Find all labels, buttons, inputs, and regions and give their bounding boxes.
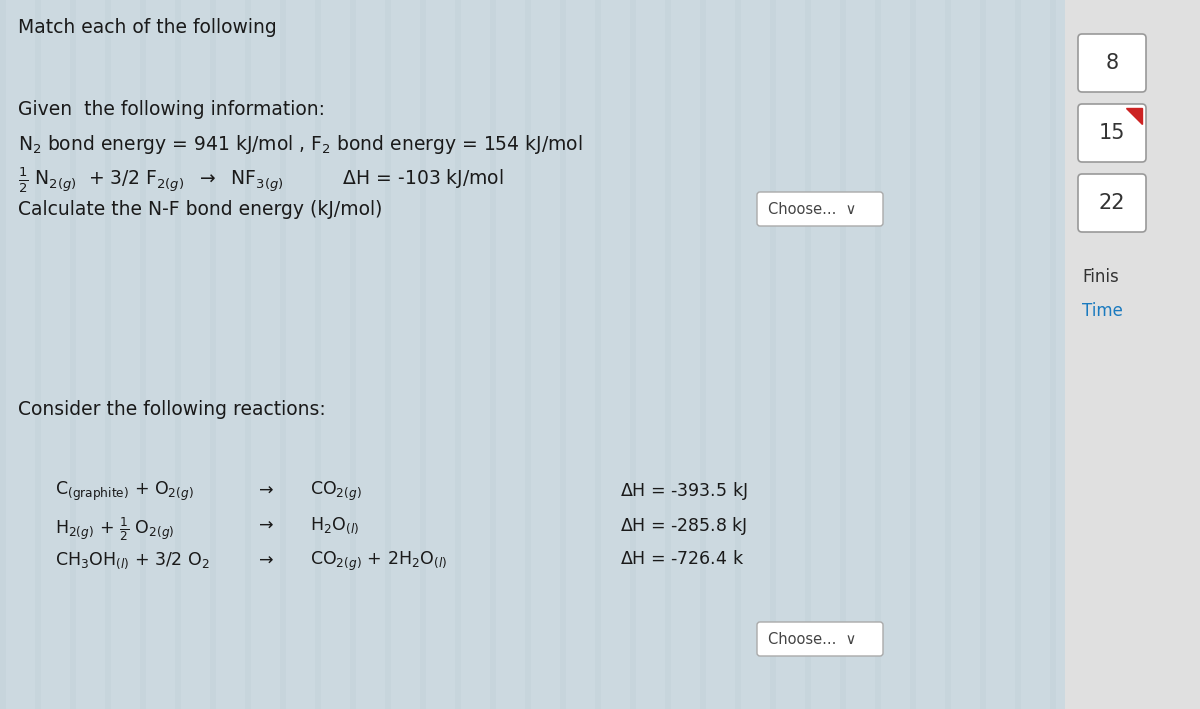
Bar — [770, 0, 776, 709]
Text: $\Delta$H = -285.8 kJ: $\Delta$H = -285.8 kJ — [620, 515, 748, 537]
Text: 15: 15 — [1099, 123, 1126, 143]
Bar — [1050, 0, 1056, 709]
Polygon shape — [1126, 108, 1142, 124]
Text: Match each of the following: Match each of the following — [18, 18, 277, 37]
Text: Finis: Finis — [1082, 268, 1118, 286]
Bar — [805, 0, 811, 709]
Text: $\rightarrow$: $\rightarrow$ — [256, 550, 274, 568]
Text: Given  the following information:: Given the following information: — [18, 100, 325, 119]
Bar — [526, 0, 530, 709]
Bar — [70, 0, 76, 709]
FancyBboxPatch shape — [1066, 0, 1200, 709]
Bar — [350, 0, 356, 709]
Text: C$_{\mathregular{(graphite)}}$ + O$_{2(g)}$: C$_{\mathregular{(graphite)}}$ + O$_{2(g… — [55, 480, 194, 503]
Text: $\rightarrow$: $\rightarrow$ — [256, 480, 274, 498]
Text: $\rightarrow$: $\rightarrow$ — [256, 515, 274, 533]
FancyBboxPatch shape — [1078, 174, 1146, 232]
Text: Choose...  ∨: Choose... ∨ — [768, 201, 857, 216]
FancyBboxPatch shape — [1078, 104, 1146, 162]
Bar — [665, 0, 671, 709]
Bar — [140, 0, 146, 709]
Bar — [280, 0, 286, 709]
Bar — [455, 0, 461, 709]
FancyBboxPatch shape — [1078, 34, 1146, 92]
Text: H$_{2(g)}$ + $\mathregular{\frac{1}{2}}$ O$_{2(g)}$: H$_{2(g)}$ + $\mathregular{\frac{1}{2}}$… — [55, 515, 174, 542]
Bar — [560, 0, 566, 709]
Bar — [946, 0, 952, 709]
Text: Consider the following reactions:: Consider the following reactions: — [18, 400, 325, 419]
FancyBboxPatch shape — [0, 0, 1066, 709]
Text: $\Delta$H = -726.4 k: $\Delta$H = -726.4 k — [620, 550, 744, 568]
Bar — [630, 0, 636, 709]
Text: $\mathregular{\frac{1}{2}}$ N$_{2(g)}$  + 3/2 F$_{2(g)}$  $\rightarrow$  NF$_{3(: $\mathregular{\frac{1}{2}}$ N$_{2(g)}$ +… — [18, 166, 504, 196]
Text: Choose...  ∨: Choose... ∨ — [768, 632, 857, 647]
FancyBboxPatch shape — [757, 622, 883, 656]
Text: N$_2$ bond energy = 941 kJ/mol , F$_2$ bond energy = 154 kJ/mol: N$_2$ bond energy = 941 kJ/mol , F$_2$ b… — [18, 133, 582, 156]
Bar — [840, 0, 846, 709]
Text: $\Delta$H = -393.5 kJ: $\Delta$H = -393.5 kJ — [620, 480, 748, 502]
Text: H$_2$O$_{(l)}$: H$_2$O$_{(l)}$ — [310, 515, 359, 535]
Bar — [910, 0, 916, 709]
Bar — [980, 0, 986, 709]
Bar — [700, 0, 706, 709]
Bar — [595, 0, 601, 709]
Text: Calculate the N-F bond energy (kJ/mol): Calculate the N-F bond energy (kJ/mol) — [18, 200, 383, 219]
Text: 8: 8 — [1105, 53, 1118, 73]
Bar — [420, 0, 426, 709]
Bar — [490, 0, 496, 709]
Text: CO$_{2(g)}$ + 2H$_2$O$_{(l)}$: CO$_{2(g)}$ + 2H$_2$O$_{(l)}$ — [310, 550, 448, 573]
FancyBboxPatch shape — [757, 192, 883, 226]
Bar — [35, 0, 41, 709]
Text: CH$_3$OH$_{(l)}$ + 3/2 O$_2$: CH$_3$OH$_{(l)}$ + 3/2 O$_2$ — [55, 550, 210, 571]
Bar — [875, 0, 881, 709]
Bar — [385, 0, 391, 709]
Text: Time: Time — [1082, 302, 1123, 320]
Text: 22: 22 — [1099, 193, 1126, 213]
Bar — [175, 0, 181, 709]
Bar — [734, 0, 742, 709]
Text: CO$_{2(g)}$: CO$_{2(g)}$ — [310, 480, 362, 503]
Bar — [314, 0, 322, 709]
Bar — [245, 0, 251, 709]
Bar — [210, 0, 216, 709]
Bar — [106, 0, 112, 709]
Bar — [0, 0, 6, 709]
Bar — [1015, 0, 1021, 709]
